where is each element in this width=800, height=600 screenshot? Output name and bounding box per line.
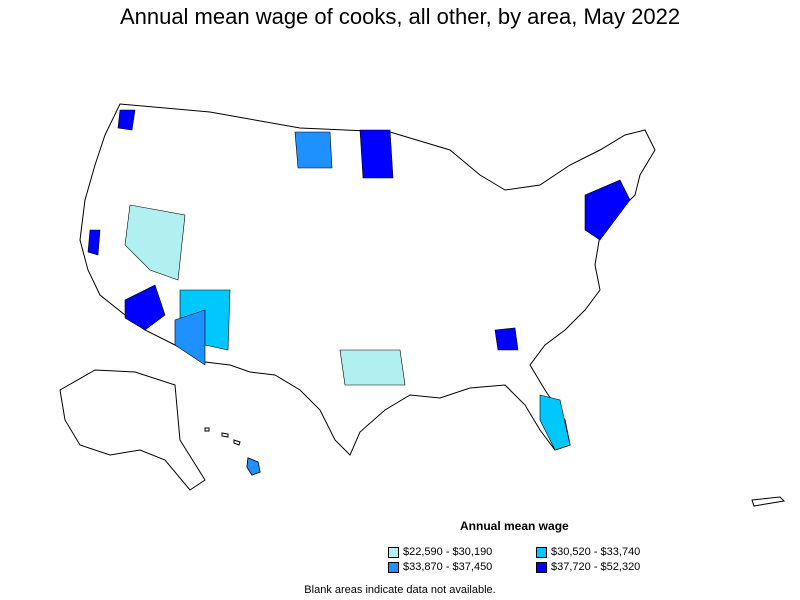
legend-label-2: $30,520 - $33,740 bbox=[551, 546, 641, 558]
legend-item-2: $30,520 - $33,740 bbox=[536, 546, 640, 558]
area-florida bbox=[539, 394, 571, 451]
area-arizona-phoenix bbox=[124, 284, 166, 331]
map-title: Annual mean wage of cooks, all other, by… bbox=[119, 4, 681, 29]
alaska-outline bbox=[59, 369, 206, 491]
area-hawaii-big-island bbox=[246, 457, 261, 476]
legend-item-1: $22,590 - $30,190 bbox=[388, 546, 492, 558]
legend-item-4: $37,720 - $52,320 bbox=[536, 561, 640, 573]
legend-title: Annual mean wage bbox=[460, 519, 569, 533]
footnote: Blank areas indicate data not available. bbox=[304, 584, 496, 596]
area-washington bbox=[117, 109, 136, 131]
legend-swatch-4 bbox=[536, 561, 547, 573]
area-nevada bbox=[124, 204, 186, 281]
area-georgia-atlanta bbox=[494, 327, 519, 351]
legend-swatch-1 bbox=[388, 546, 399, 558]
area-north-dakota bbox=[359, 129, 394, 179]
legend-label-4: $37,720 - $52,320 bbox=[551, 561, 641, 573]
area-montana-east bbox=[294, 131, 333, 169]
legend-swatch-2 bbox=[536, 546, 547, 558]
area-northeast bbox=[584, 179, 631, 241]
legend-label-1: $22,590 - $30,190 bbox=[403, 546, 493, 558]
area-new-mexico-south bbox=[174, 309, 206, 366]
puerto-rico-outline bbox=[751, 496, 786, 507]
legend-item-3: $33,870 - $37,450 bbox=[388, 561, 492, 573]
area-california-bay bbox=[87, 229, 101, 256]
area-texas-east bbox=[339, 349, 406, 386]
legend-label-3: $33,870 - $37,450 bbox=[403, 561, 493, 573]
legend-swatch-3 bbox=[388, 561, 399, 573]
